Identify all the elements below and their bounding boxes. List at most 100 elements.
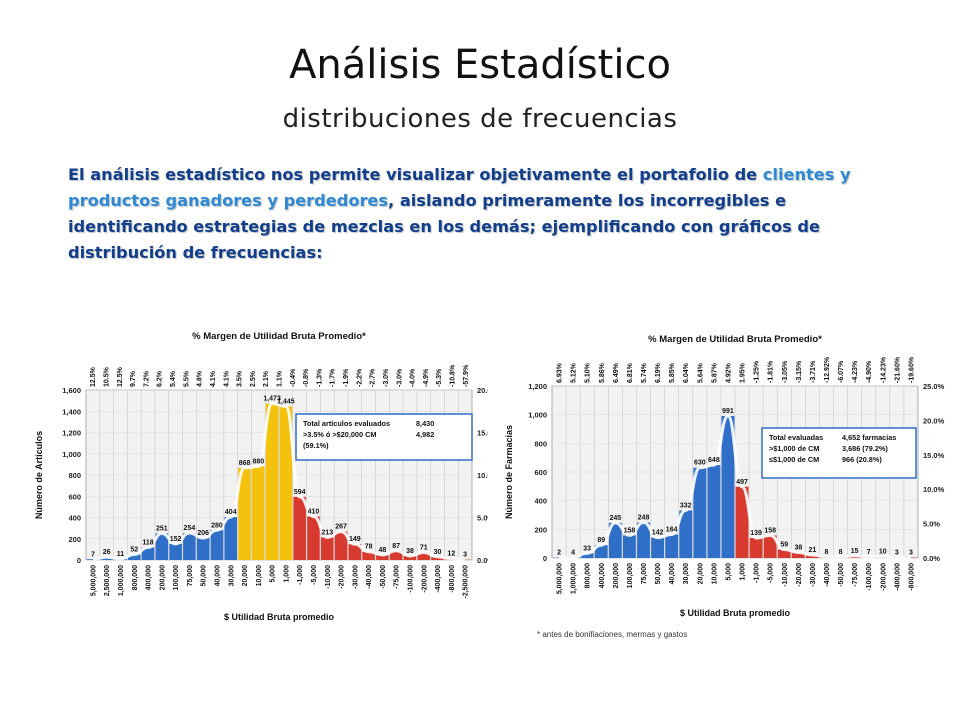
x-tick-label: -40,000 xyxy=(824,563,831,587)
bar-7 xyxy=(651,537,665,558)
x-tick-label: 100,000 xyxy=(627,563,634,588)
bar-15 xyxy=(293,496,306,560)
legend-value: 8,430 xyxy=(416,419,434,428)
margin-label: 6.2% xyxy=(157,370,164,387)
legend-label: Total evaluadas xyxy=(769,433,823,442)
bar-value-label: 410 xyxy=(308,508,320,515)
x-tick-label: -10,000 xyxy=(782,563,789,587)
margin-label: 6.93% xyxy=(557,362,564,383)
margin-label: -4.9% xyxy=(423,368,430,387)
bar-value-label: 21 xyxy=(809,547,817,554)
x-tick-label: 30,000 xyxy=(228,565,235,587)
x-tick-label: 5,000 xyxy=(270,565,277,583)
bar-value-label: 648 xyxy=(708,457,720,464)
summary-legend-box: Total artículos evaluados 8,430 >3.5% ó >$… xyxy=(295,413,473,461)
x-tick-label: -800,000 xyxy=(449,565,456,593)
bar-value-label: 33 xyxy=(583,545,591,552)
bar-value-label: 142 xyxy=(652,530,664,537)
y-axis-label: Número de Farmacias xyxy=(504,425,514,519)
bar-9 xyxy=(679,510,693,558)
y-tick-label: 600 xyxy=(68,492,81,501)
bar-value-label: 158 xyxy=(764,527,776,534)
margin-label: -3.05% xyxy=(782,360,789,383)
margin-label: 4.1% xyxy=(223,370,230,387)
x-tick-label: -1,000 xyxy=(297,565,304,585)
bar-4 xyxy=(608,522,622,558)
x-tick-label: -10,000 xyxy=(325,565,332,589)
bar-13 xyxy=(265,403,279,560)
bar-value-label: 8 xyxy=(839,549,843,556)
x-tick-label: 40,000 xyxy=(669,563,676,585)
bar-value-label: 38 xyxy=(794,545,802,552)
bar-19 xyxy=(348,544,362,560)
margin-label: 12.5% xyxy=(90,366,97,387)
x-tick-label: -5,000 xyxy=(311,565,318,585)
y2-tick-label: 25.0% xyxy=(923,382,945,391)
x-tick-label: 400,000 xyxy=(599,563,606,588)
footnote: * antes de bonifiaciones, mermas y gasto… xyxy=(537,630,688,639)
bar-8 xyxy=(196,538,210,560)
y-tick-label: 200 xyxy=(68,535,81,544)
x-tick-label: -200,000 xyxy=(880,563,887,591)
x-tick-label: 50,000 xyxy=(655,563,662,585)
margin-label: 5.85% xyxy=(669,362,676,383)
margin-label: 2.5% xyxy=(250,370,257,387)
x-tick-label: -2,500,000 xyxy=(463,565,470,599)
bar-value-label: 139 xyxy=(750,530,762,537)
margin-label: -3.0% xyxy=(383,368,390,387)
y2-tick-label: 20.0% xyxy=(477,386,488,395)
bar-25 xyxy=(431,556,444,560)
x-tick-label: 5,000,000 xyxy=(90,565,97,596)
bar-18 xyxy=(805,554,819,558)
x-tick-label: 100,000 xyxy=(173,565,180,590)
bar-value-label: 59 xyxy=(780,542,788,549)
margin-label: 3.5% xyxy=(237,370,244,387)
margin-label: 10.5% xyxy=(103,366,110,387)
x-tick-label: 20,000 xyxy=(242,565,249,587)
margin-label: 5.5% xyxy=(183,370,190,387)
margin-label: 9.7% xyxy=(130,370,137,387)
slide-title: Análisis Estadístico xyxy=(289,42,671,88)
x-tick-label: -5,000 xyxy=(768,563,775,583)
y-tick-label: 1,400 xyxy=(62,407,81,416)
legend-value: 4,652 farmacias xyxy=(842,433,896,442)
bar-value-label: 164 xyxy=(666,526,678,533)
y2-tick-label: 15.0% xyxy=(477,429,488,438)
bar-value-label: 12 xyxy=(447,551,455,558)
bar-value-label: 280 xyxy=(211,522,223,529)
y-axis-label: Número de Artículos xyxy=(34,431,44,519)
y2-tick-label: 5.0% xyxy=(477,514,488,523)
bar-6 xyxy=(169,543,182,560)
margin-label: -3.71% xyxy=(810,360,817,383)
bar-12 xyxy=(252,466,265,560)
x-tick-label: 40,000 xyxy=(214,565,221,587)
bar-value-label: 118 xyxy=(142,539,153,546)
x-axis-label: $ Utilidad Bruta promedio xyxy=(224,612,335,622)
x-tick-label: 75,000 xyxy=(187,565,194,587)
y-tick-label: 200 xyxy=(534,525,547,534)
bar-value-label: 87 xyxy=(392,543,400,550)
y-tick-label: 0 xyxy=(77,556,81,565)
margin-label: 1.95% xyxy=(740,362,747,383)
y2-tick-label: 5.0% xyxy=(923,520,940,529)
chart-title: % Margen de Utilidad Bruta Promedio* xyxy=(192,331,366,342)
x-tick-label: -50,000 xyxy=(838,563,845,587)
x-tick-label: -75,000 xyxy=(394,565,401,589)
margin-label: 4.8% xyxy=(197,370,204,387)
margin-label: -2.2% xyxy=(356,368,363,387)
margin-label: 5.10% xyxy=(585,362,592,383)
margin-label: -3.0% xyxy=(396,368,403,387)
bar-value-label: 630 xyxy=(694,460,706,467)
bar-value-label: 48 xyxy=(378,547,386,554)
bar-22 xyxy=(389,550,403,560)
chart-title: % Margen de Utilidad Bruta Promedio* xyxy=(648,334,822,345)
x-tick-label: 800,000 xyxy=(132,565,139,590)
y2-tick-label: 10.0% xyxy=(923,485,945,494)
bar-value-label: 10 xyxy=(879,549,887,556)
intro-text-2: , aislando primeramente los incorregible… xyxy=(68,191,820,262)
articles-histogram-chart: 0 200 400 600 800 1,000 1,200 1,400 1,600 0.0% 5.0… xyxy=(34,331,488,622)
margin-label: -10.8% xyxy=(450,364,457,387)
legend-value: 4,982 xyxy=(416,430,434,439)
x-tick-label: -20,000 xyxy=(796,563,803,587)
bar-2 xyxy=(580,553,594,558)
